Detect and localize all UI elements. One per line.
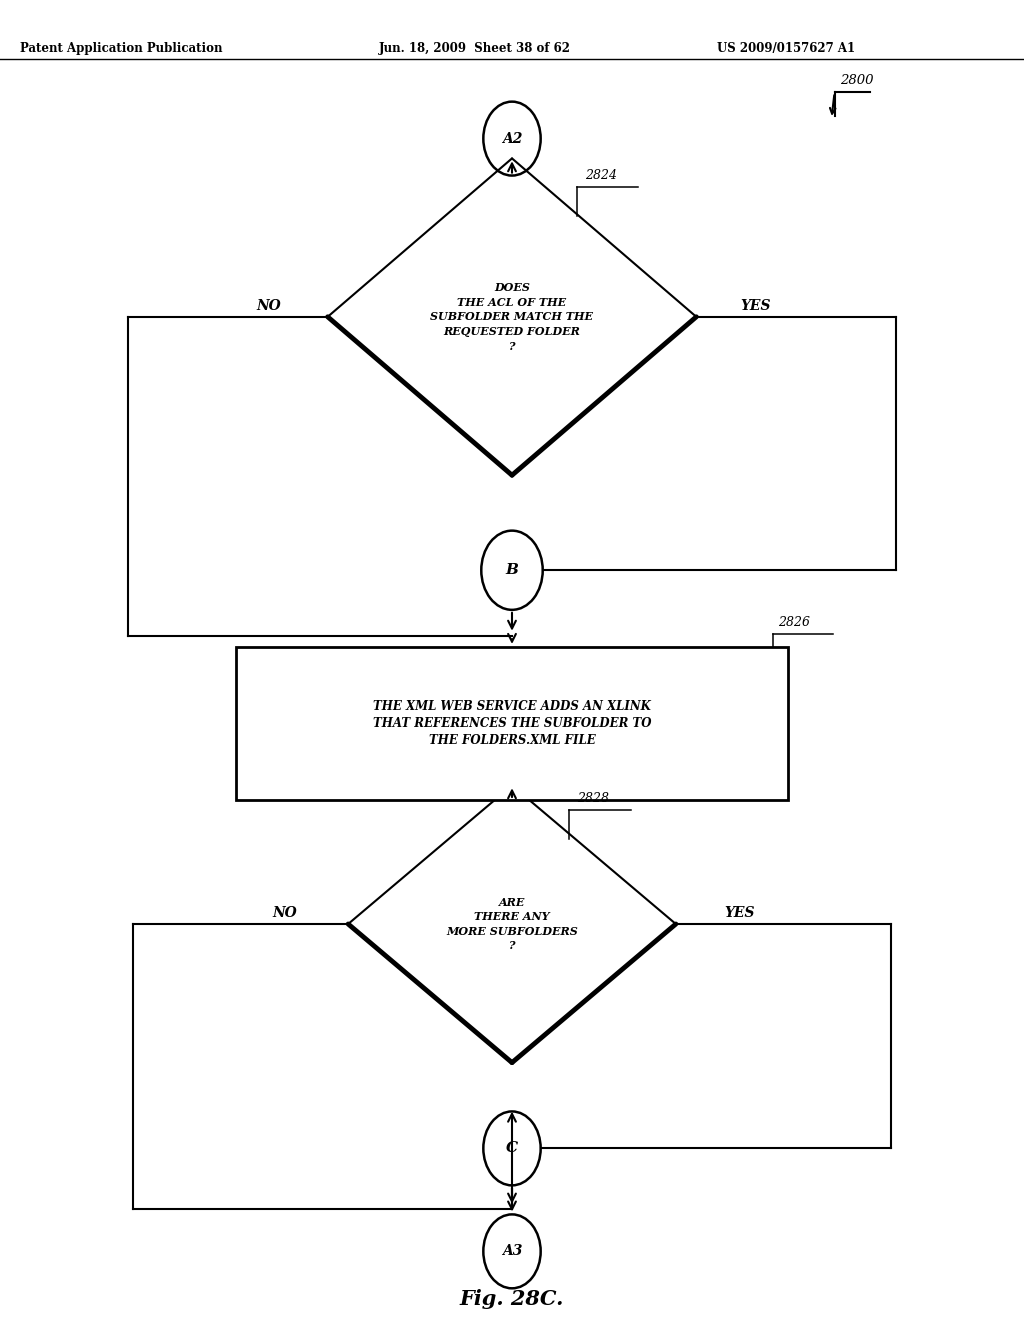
Text: 2828: 2828 (578, 792, 609, 805)
Text: 2824: 2824 (585, 169, 617, 182)
Text: YES: YES (724, 907, 755, 920)
Text: YES: YES (740, 300, 771, 313)
Text: US 2009/0157627 A1: US 2009/0157627 A1 (717, 42, 855, 55)
Text: DOES
THE ACL OF THE
SUBFOLDER MATCH THE
REQUESTED FOLDER
?: DOES THE ACL OF THE SUBFOLDER MATCH THE … (430, 282, 594, 351)
Text: A3: A3 (502, 1245, 522, 1258)
Text: NO: NO (256, 300, 281, 313)
Text: 2826: 2826 (778, 615, 810, 628)
Text: NO: NO (272, 907, 297, 920)
Text: B: B (506, 564, 518, 577)
Text: A2: A2 (502, 132, 522, 145)
Text: ARE
THERE ANY
MORE SUBFOLDERS
?: ARE THERE ANY MORE SUBFOLDERS ? (446, 896, 578, 952)
Text: Patent Application Publication: Patent Application Publication (20, 42, 223, 55)
Text: THE XML WEB SERVICE ADDS AN XLINK
THAT REFERENCES THE SUBFOLDER TO
THE FOLDERS.X: THE XML WEB SERVICE ADDS AN XLINK THAT R… (373, 700, 651, 747)
Text: Jun. 18, 2009  Sheet 38 of 62: Jun. 18, 2009 Sheet 38 of 62 (379, 42, 571, 55)
Text: C: C (506, 1142, 518, 1155)
Text: Fig. 28C.: Fig. 28C. (460, 1290, 564, 1309)
Bar (236, 647, 788, 800)
Text: 2800: 2800 (840, 74, 873, 87)
